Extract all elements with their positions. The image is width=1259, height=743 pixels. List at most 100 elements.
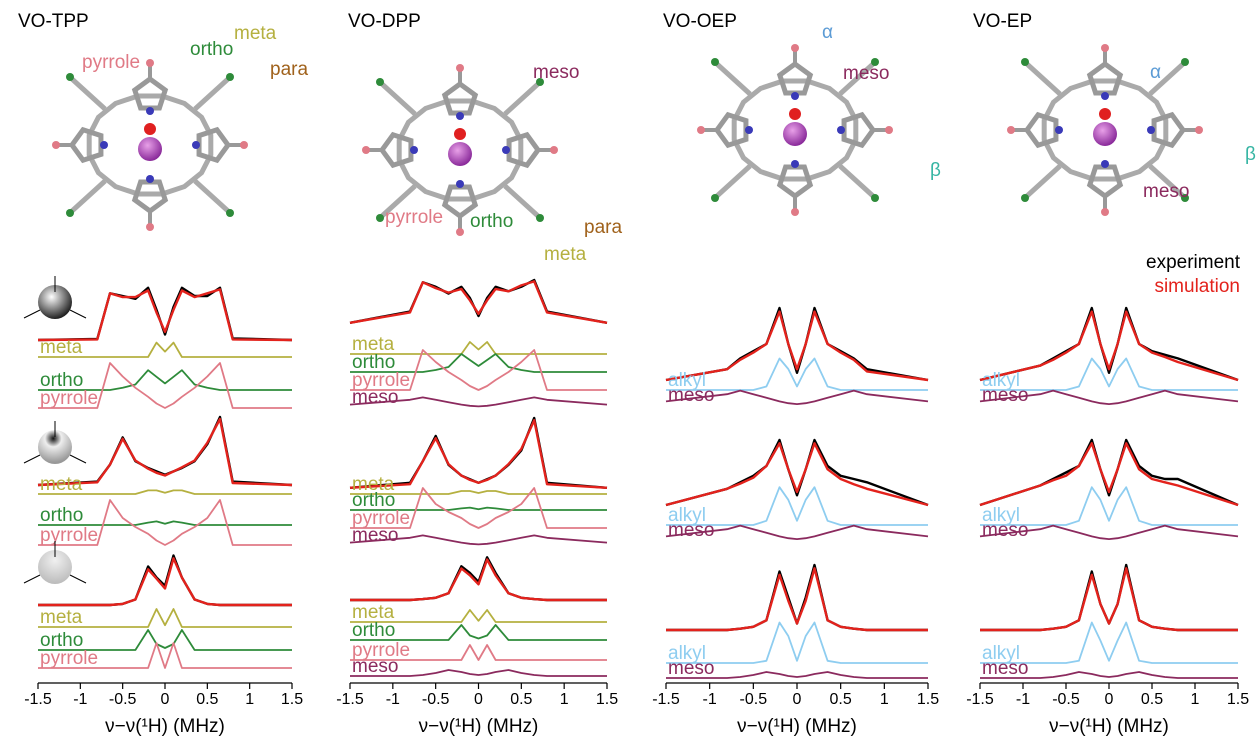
x-axis-label: ν−ν(¹H) (MHz)	[105, 716, 225, 737]
panel: VO-EPαβmeso-1.5-1-0.500.511.5ν−ν(¹H) (MH…	[966, 11, 1256, 737]
x-tick-label: 0.5	[830, 691, 852, 708]
bond	[840, 166, 873, 196]
structure-label: β	[1245, 144, 1256, 165]
trace-label: pyrrole	[40, 388, 98, 409]
nitrogen	[456, 180, 464, 188]
x-tick-label: -0.5	[109, 691, 137, 708]
nitrogen	[192, 141, 200, 149]
x-tick-label: 1	[1191, 691, 1200, 708]
nitrogen	[837, 126, 845, 134]
structure-label: α	[1150, 62, 1161, 83]
x-tick-label: 1.5	[917, 691, 939, 708]
hydrogen	[52, 141, 60, 149]
nitrogen	[1147, 126, 1155, 134]
hydrogen	[791, 208, 799, 216]
panel-title: VO-EP	[973, 11, 1032, 32]
x-tick-label: 0.5	[196, 691, 218, 708]
nitrogen	[1101, 92, 1109, 100]
structure-label: ortho	[470, 211, 513, 232]
orientation-axis	[24, 310, 40, 318]
nitrogen	[456, 112, 464, 120]
legend-label: simulation	[1154, 276, 1240, 297]
structure-label: meta	[544, 244, 587, 265]
orientation-axis	[24, 455, 40, 463]
pyrrole-ring	[199, 130, 228, 160]
hydrogen	[697, 126, 705, 134]
pyrrole-ring	[72, 130, 101, 160]
hydrogen	[550, 146, 558, 154]
bond	[717, 166, 750, 196]
nitrogen	[410, 146, 418, 154]
substituent	[376, 78, 384, 86]
x-axis-label: ν−ν(¹H) (MHz)	[1049, 716, 1169, 737]
x-tick-label: 1.5	[281, 691, 303, 708]
nitrogen	[146, 107, 154, 115]
x-tick-label: -1.5	[652, 691, 680, 708]
hydrogen	[456, 64, 464, 72]
panel-title: VO-DPP	[348, 11, 421, 32]
nitrogen	[502, 146, 510, 154]
pyrrole-ring	[382, 135, 411, 165]
substituent	[1021, 194, 1029, 202]
orientation-axis	[70, 455, 86, 463]
substituent	[871, 194, 879, 202]
hydrogen	[146, 223, 154, 231]
hydrogen	[362, 146, 370, 154]
hydrogen	[240, 141, 248, 149]
x-tick-label: 1	[560, 691, 569, 708]
panel-title: VO-TPP	[18, 11, 89, 32]
hydrogen	[456, 228, 464, 236]
substituent	[376, 214, 384, 222]
x-tick-label: 1	[880, 691, 889, 708]
vanadium	[783, 122, 807, 146]
structure-label: α	[822, 22, 833, 43]
oxygen	[789, 108, 801, 120]
nitrogen	[1101, 160, 1109, 168]
x-tick-label: 1.5	[596, 691, 618, 708]
bond	[1027, 64, 1060, 94]
nitrogen	[791, 160, 799, 168]
x-tick-label: -1	[73, 691, 87, 708]
hydrogen	[885, 126, 893, 134]
structure-label: ortho	[190, 39, 233, 60]
trace-label: meso	[982, 385, 1028, 406]
trace	[980, 568, 1238, 630]
nitrogen	[100, 141, 108, 149]
nitrogen	[1055, 126, 1063, 134]
substituent	[66, 73, 74, 81]
trace-label: meso	[352, 525, 398, 546]
trace	[666, 568, 928, 630]
x-tick-label: 1	[245, 691, 254, 708]
trace-label: meta	[40, 607, 83, 628]
trace-label: meso	[352, 387, 398, 408]
x-tick-label: 0	[1105, 691, 1114, 708]
legend-label: experiment	[1146, 252, 1241, 273]
substituent	[226, 73, 234, 81]
bond	[1027, 166, 1060, 196]
trace	[980, 565, 1238, 630]
bond	[72, 181, 105, 211]
oxygen	[1099, 108, 1111, 120]
trace-label: meso	[352, 656, 398, 677]
x-tick-label: -0.5	[740, 691, 768, 708]
bond	[382, 84, 415, 114]
x-tick-label: -1.5	[966, 691, 994, 708]
hydrogen	[791, 44, 799, 52]
oxygen	[454, 128, 466, 140]
x-tick-label: 0	[793, 691, 802, 708]
structure-label: pyrrole	[82, 52, 140, 73]
trace-label: pyrrole	[40, 648, 98, 669]
x-tick-label: -0.5	[422, 691, 450, 708]
x-tick-label: -1	[703, 691, 717, 708]
x-tick-label: -1.5	[336, 691, 364, 708]
x-tick-label: -1.5	[24, 691, 52, 708]
pyrrole-ring	[717, 115, 746, 145]
oxygen	[144, 123, 156, 135]
pyrrole-ring	[509, 135, 538, 165]
trace-label: pyrrole	[40, 525, 98, 546]
substituent	[226, 209, 234, 217]
structure-label: meta	[234, 23, 277, 44]
trace	[350, 557, 607, 600]
